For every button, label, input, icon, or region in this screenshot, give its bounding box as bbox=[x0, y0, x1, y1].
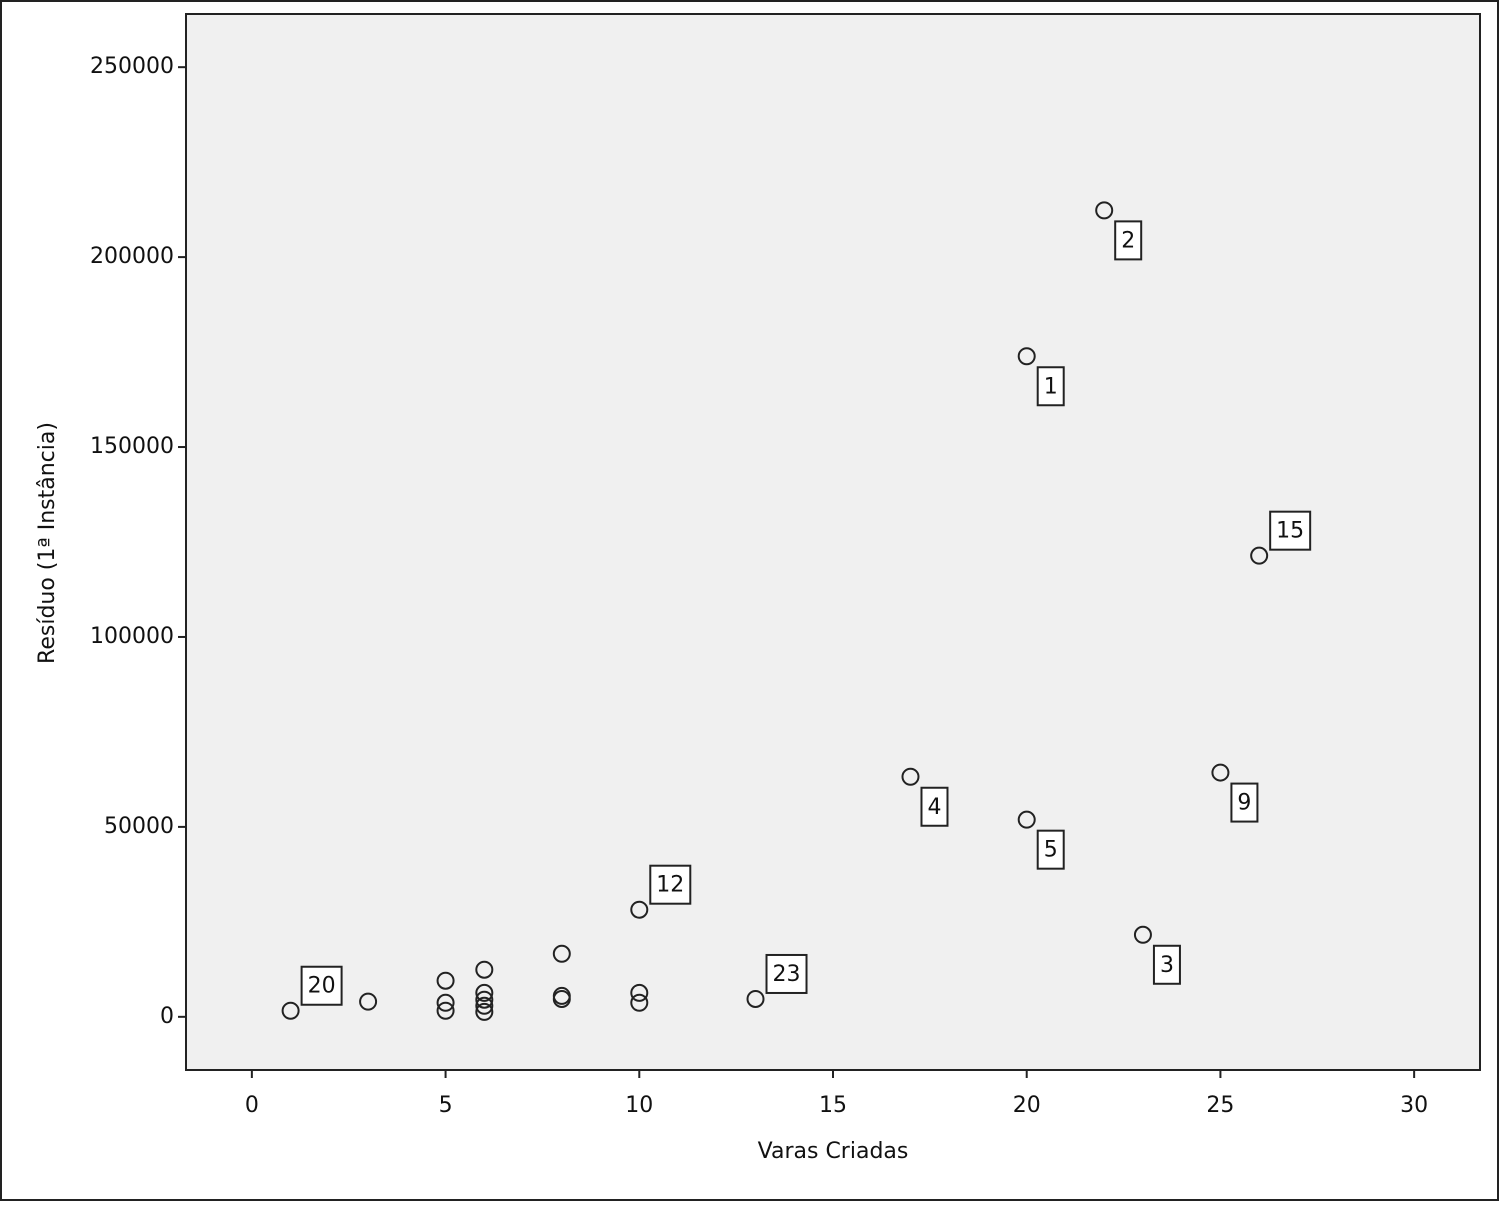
x-tick-label: 30 bbox=[1400, 1093, 1428, 1118]
point-label-box bbox=[1230, 782, 1259, 823]
point-label-box bbox=[765, 953, 808, 994]
point-label-box bbox=[300, 965, 343, 1006]
point-label-box bbox=[649, 864, 692, 905]
x-axis-title: Varas Criadas bbox=[758, 1139, 909, 1164]
point-label-box bbox=[1036, 829, 1065, 870]
y-axis-title: Resíduo (1ª Instância) bbox=[35, 422, 60, 664]
point bbox=[475, 983, 494, 1002]
x-tick-label: 20 bbox=[1013, 1093, 1041, 1118]
point bbox=[630, 983, 649, 1002]
point bbox=[281, 1001, 300, 1020]
point-label: 23 bbox=[773, 962, 801, 987]
point-label-box bbox=[1269, 510, 1312, 551]
point bbox=[1017, 347, 1036, 366]
point-label-box bbox=[1152, 944, 1181, 985]
y-tick-label: 250000 bbox=[90, 54, 174, 79]
point-label-box bbox=[1114, 220, 1143, 261]
point bbox=[1017, 810, 1036, 829]
x-tick-label: 0 bbox=[245, 1093, 259, 1118]
y-tick-label: 200000 bbox=[90, 244, 174, 269]
point bbox=[475, 960, 494, 979]
point-label: 5 bbox=[1044, 838, 1058, 863]
point bbox=[746, 989, 765, 1008]
point bbox=[1095, 201, 1114, 220]
point bbox=[630, 993, 649, 1012]
point-label: 9 bbox=[1237, 791, 1251, 816]
y-tick-label: 150000 bbox=[90, 434, 174, 459]
x-tick-label: 5 bbox=[439, 1093, 453, 1118]
point bbox=[359, 992, 378, 1011]
point-label: 20 bbox=[308, 974, 336, 999]
point-label-box bbox=[920, 786, 949, 827]
point bbox=[552, 989, 571, 1008]
point bbox=[475, 1002, 494, 1021]
point bbox=[901, 767, 920, 786]
plot-area bbox=[185, 13, 1481, 1071]
x-tick-label: 10 bbox=[625, 1093, 653, 1118]
point bbox=[475, 990, 494, 1009]
point bbox=[1250, 546, 1269, 565]
y-tick-label: 0 bbox=[160, 1004, 174, 1029]
point-label: 15 bbox=[1276, 519, 1304, 544]
point bbox=[436, 1001, 455, 1020]
point bbox=[475, 996, 494, 1015]
point bbox=[436, 993, 455, 1012]
point bbox=[1211, 763, 1230, 782]
point-label: 3 bbox=[1160, 953, 1174, 978]
x-tick-label: 15 bbox=[819, 1093, 847, 1118]
point bbox=[552, 944, 571, 963]
point bbox=[630, 900, 649, 919]
y-tick-label: 100000 bbox=[90, 624, 174, 649]
point-label-box bbox=[1036, 366, 1065, 407]
point bbox=[1133, 925, 1152, 944]
point-label: 2 bbox=[1121, 228, 1135, 253]
point bbox=[436, 971, 455, 990]
x-tick-label: 25 bbox=[1206, 1093, 1234, 1118]
point-label: 4 bbox=[927, 795, 941, 820]
y-tick-label: 50000 bbox=[104, 814, 174, 839]
point-label: 1 bbox=[1044, 374, 1058, 399]
point-label: 12 bbox=[656, 873, 684, 898]
